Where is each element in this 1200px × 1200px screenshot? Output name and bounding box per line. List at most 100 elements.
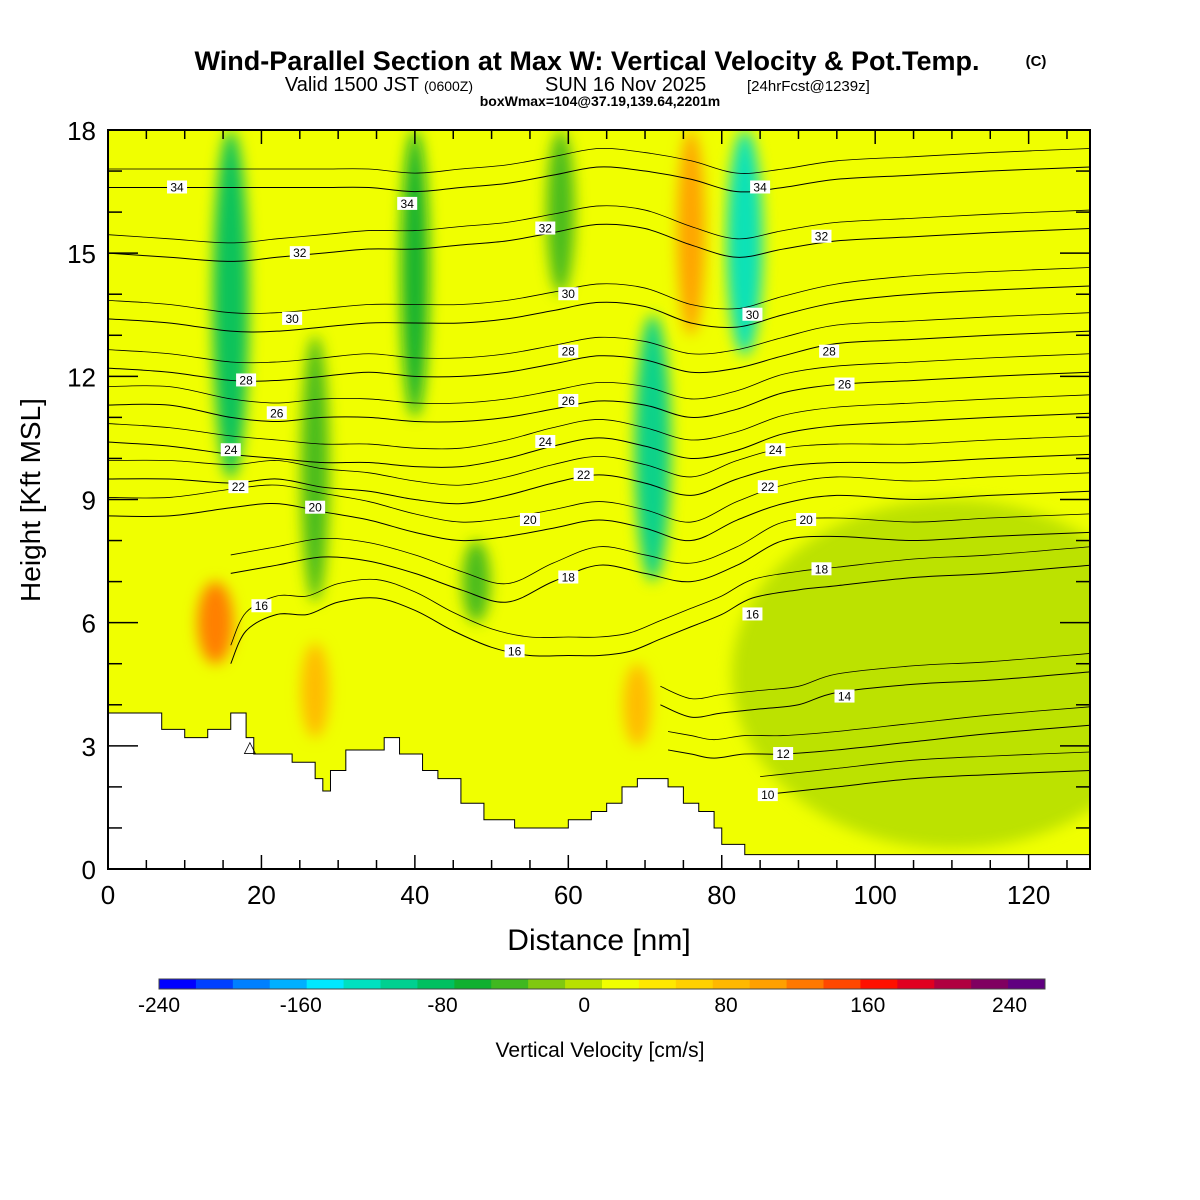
contour-theta-24	[108, 412, 1090, 468]
velocity-feature-7	[197, 581, 234, 664]
contour-label: 28	[236, 373, 257, 387]
colorbar-swatch	[860, 979, 898, 989]
terrain-marker: △	[244, 737, 257, 756]
contour-theta-22	[108, 453, 1090, 505]
contour-theta-16	[230, 564, 1090, 664]
svg-text:28: 28	[239, 373, 253, 387]
contour-label: 20	[519, 513, 540, 527]
colorbar-swatch	[306, 979, 345, 989]
x-tick-label: 20	[247, 880, 276, 910]
contour-label: 32	[289, 246, 310, 260]
copyright-mark: (C)	[1026, 53, 1047, 70]
svg-text:32: 32	[293, 246, 307, 260]
colorbar-swatch	[638, 979, 677, 989]
colorbar-tick-label: -80	[427, 994, 457, 1017]
colorbar-swatch	[712, 979, 751, 989]
colorbar-label: Vertical Velocity [cm/s]	[496, 1039, 705, 1062]
colorbar-tick-label: -240	[138, 994, 180, 1017]
contour-theta-35	[108, 147, 1090, 174]
svg-text:34: 34	[401, 197, 415, 211]
contour-theta-18	[230, 531, 1090, 603]
x-axis-label: Distance [nm]	[507, 924, 690, 957]
y-axis-label: Height [Kft MSL]	[15, 398, 46, 602]
contour-label: 32	[811, 229, 832, 244]
contour-label: 26	[558, 393, 579, 408]
colorbar-swatch	[823, 979, 861, 989]
velocity-feature-8	[301, 643, 330, 738]
contour-label: 26	[834, 377, 855, 392]
y-tick-label: 3	[82, 732, 96, 762]
contour-label: 24	[535, 435, 556, 449]
svg-text:20: 20	[308, 501, 322, 515]
colorbar: -240 -160 -80 0 80 160 240	[138, 978, 1046, 1017]
colorbar-tick-label: 80	[714, 994, 737, 1017]
y-tick-label: 0	[82, 855, 96, 885]
contour-theta-30	[108, 285, 1090, 333]
velocity-feature-1	[301, 335, 330, 603]
contour-label: 28	[558, 344, 579, 359]
svg-text:26: 26	[562, 394, 576, 408]
svg-text:18: 18	[815, 562, 829, 576]
svg-text:12: 12	[776, 747, 790, 761]
svg-text:10: 10	[761, 788, 775, 802]
contour-theta-32	[108, 223, 1090, 262]
contour-theta-23	[108, 435, 1090, 486]
contour-label: 22	[573, 467, 594, 482]
contour-theta-14	[660, 671, 1090, 718]
colorbar-swatch	[528, 979, 566, 989]
colorbar-tick-label: 0	[578, 994, 590, 1017]
contour-label: 34	[167, 180, 188, 194]
forecast-info: [24hrFcst@1239z]	[747, 78, 870, 95]
y-tick-label: 9	[82, 486, 96, 516]
colorbar-swatch	[934, 979, 972, 989]
svg-text:22: 22	[232, 480, 246, 494]
potential-temperature-contours	[108, 147, 1090, 796]
contour-label: 24	[765, 443, 786, 457]
contour-label: 12	[773, 747, 794, 761]
y-axis: 0 3 6 9 12 15 18	[67, 116, 1090, 885]
svg-text:32: 32	[815, 230, 829, 244]
colorbar-swatch	[454, 979, 492, 989]
svg-text:24: 24	[769, 443, 783, 457]
svg-text:34: 34	[753, 180, 767, 194]
contour-label: 18	[558, 570, 579, 585]
contour-label: 14	[834, 689, 855, 704]
terrain	[108, 712, 1090, 869]
colorbar-tick-label: -160	[280, 994, 322, 1017]
colorbar-swatch	[380, 979, 418, 989]
contour-label: 22	[757, 480, 778, 494]
colorbar-swatch	[159, 979, 197, 989]
x-tick-label: 0	[101, 880, 115, 910]
contour-theta-26	[108, 371, 1090, 423]
contour-theta-34	[108, 166, 1090, 193]
colorbar-swatch	[343, 979, 381, 989]
valid-time-prefix: Valid 1500 JST	[285, 74, 419, 96]
contour-theta-28	[108, 330, 1090, 382]
contour-theta-29	[108, 312, 1090, 364]
colorbar-swatch	[602, 979, 640, 989]
contour-label: 16	[504, 644, 525, 658]
svg-text:32: 32	[539, 222, 553, 236]
x-tick-label: 60	[554, 880, 583, 910]
svg-text:24: 24	[539, 435, 553, 449]
chart-title: Wind-Parallel Section at Max W: Vertical…	[195, 46, 980, 76]
contour-label: 26	[266, 406, 287, 420]
colorbar-swatch	[195, 979, 234, 989]
colorbar-swatch	[1008, 979, 1046, 989]
colorbar-swatch	[232, 979, 271, 989]
svg-text:14: 14	[838, 690, 852, 704]
svg-text:30: 30	[562, 287, 576, 301]
svg-text:28: 28	[822, 345, 836, 359]
contour-label: 10	[757, 788, 778, 802]
contour-label: 22	[228, 480, 249, 494]
contour-theta-27	[108, 353, 1090, 404]
svg-text:16: 16	[508, 644, 522, 658]
svg-text:16: 16	[746, 607, 760, 621]
svg-text:26: 26	[838, 378, 852, 392]
contour-label: 18	[811, 562, 832, 576]
velocity-feature-0	[212, 130, 249, 479]
svg-text:16: 16	[255, 599, 269, 613]
colorbar-swatch	[971, 979, 1009, 989]
contour-label: 34	[750, 180, 771, 194]
colorbar-tick-label: 160	[850, 994, 885, 1017]
